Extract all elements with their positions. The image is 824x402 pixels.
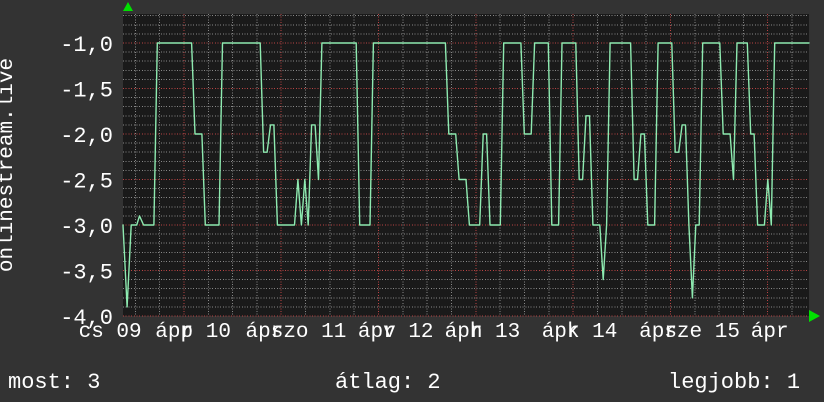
svg-text:-3,0: -3,0 [60, 215, 113, 240]
svg-text:-1,0: -1,0 [60, 33, 113, 58]
svg-text:-2,0: -2,0 [60, 124, 113, 149]
svg-text:cs 09: cs 09 [79, 321, 142, 344]
svg-text:-3,5: -3,5 [60, 261, 113, 286]
svg-text:ápr: ápr [751, 321, 789, 344]
svg-text:-1,5: -1,5 [60, 79, 113, 104]
svg-text:onlinestream.live: onlinestream.live [0, 58, 19, 272]
svg-text:most: 3: most: 3 [8, 370, 100, 395]
svg-text:legjobb: 1: legjobb: 1 [668, 370, 800, 395]
svg-text:-2,5: -2,5 [60, 170, 113, 195]
svg-text:ápsze 15: ápsze 15 [639, 321, 740, 344]
svg-text:átlag: 2: átlag: 2 [335, 370, 441, 395]
svg-text:ápszo 11: ápszo 11 [246, 321, 347, 344]
